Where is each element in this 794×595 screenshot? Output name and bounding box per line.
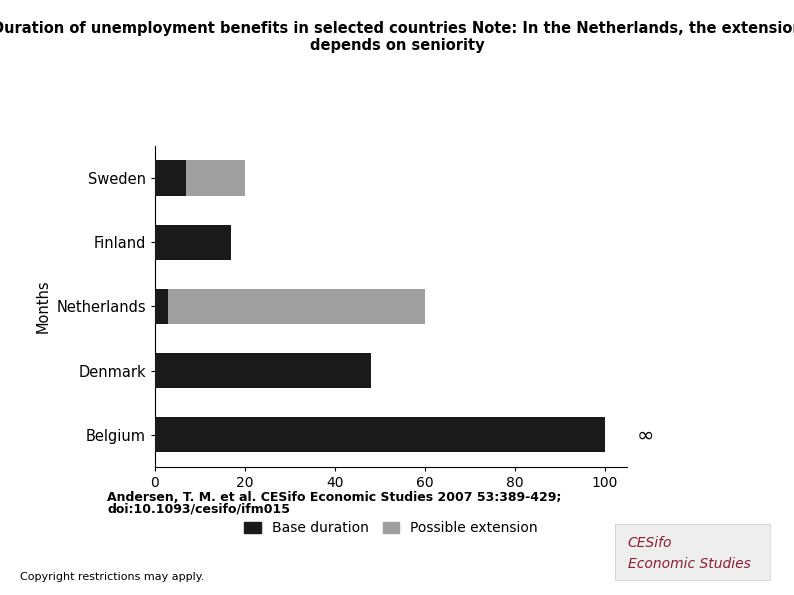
Text: $\infty$: $\infty$ — [636, 425, 653, 445]
Y-axis label: Months: Months — [36, 280, 51, 333]
Text: doi:10.1093/cesifo/ifm015: doi:10.1093/cesifo/ifm015 — [107, 503, 290, 516]
Text: CESifo: CESifo — [628, 536, 673, 550]
Bar — [155, 417, 605, 452]
Bar — [155, 161, 187, 196]
Bar — [168, 289, 425, 324]
Text: Economic Studies: Economic Studies — [628, 558, 750, 571]
Text: Duration of unemployment benefits in selected countries Note: In the Netherlands: Duration of unemployment benefits in sel… — [0, 21, 794, 53]
Bar — [155, 224, 231, 260]
Bar — [155, 289, 168, 324]
Legend: Base duration, Possible extension: Base duration, Possible extension — [238, 516, 544, 541]
Bar — [155, 353, 371, 389]
Bar — [187, 161, 245, 196]
Text: Copyright restrictions may apply.: Copyright restrictions may apply. — [20, 572, 204, 582]
Text: Andersen, T. M. et al. CESifo Economic Studies 2007 53:389-429;: Andersen, T. M. et al. CESifo Economic S… — [107, 491, 561, 504]
